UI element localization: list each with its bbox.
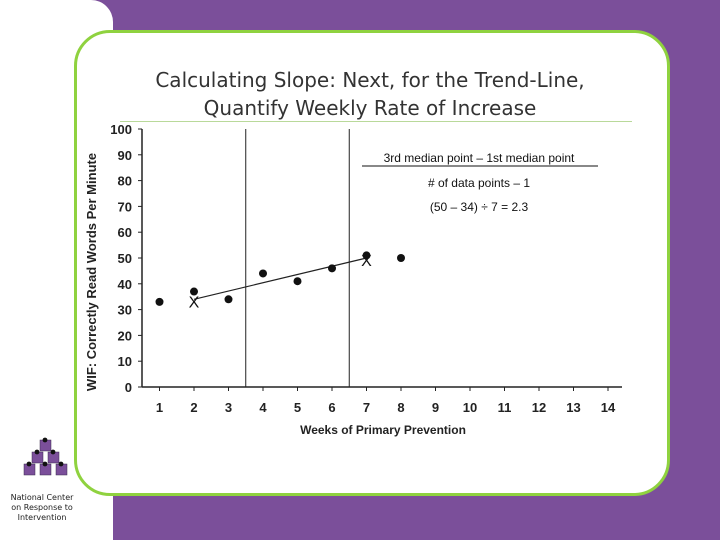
x-tick-label: 11 (498, 400, 512, 415)
x-tick-label: 13 (566, 400, 580, 415)
title-divider (120, 121, 632, 122)
data-point (224, 295, 233, 304)
y-tick-label: 40 (118, 277, 132, 292)
chart-axes (141, 129, 622, 388)
x-tick-label: 4 (259, 400, 267, 415)
y-tick-labels: 0 10 20 30 40 50 60 70 80 90 100 (110, 122, 142, 395)
x-tick-label: 14 (601, 400, 616, 415)
x-tick-label: 7 (363, 400, 370, 415)
y-tick-label: 70 (118, 199, 132, 214)
x-tick-labels: 1 2 3 4 5 6 7 8 9 10 11 12 13 14 (156, 387, 616, 415)
data-point (190, 287, 198, 296)
slide-title: Calculating Slope: Next, for the Trend-L… (155, 68, 585, 120)
slope-denominator: # of data points – 1 (428, 176, 530, 190)
median-x-marker: X (189, 294, 200, 311)
data-points (155, 251, 405, 306)
x-tick-label: 6 (328, 400, 335, 415)
x-tick-label: 10 (463, 400, 477, 415)
y-tick-label: 10 (118, 354, 132, 369)
x-tick-label: 3 (225, 400, 232, 415)
median-markers: XX (189, 253, 373, 311)
x-axis-title: Weeks of Primary Prevention (300, 423, 466, 437)
phase-lines (245, 129, 350, 387)
y-tick-label: 90 (118, 148, 132, 163)
content-card (74, 30, 670, 496)
y-tick-label: 20 (118, 328, 132, 343)
x-tick-label: 9 (432, 400, 439, 415)
data-point (293, 277, 302, 286)
trend-line-group (193, 257, 367, 300)
y-tick-label: 0 (125, 380, 132, 395)
x-tick-label: 12 (532, 400, 546, 415)
y-tick-label: 60 (118, 225, 132, 240)
data-point (259, 269, 267, 278)
y-tick-label: 50 (118, 251, 132, 266)
data-point (397, 254, 405, 262)
y-tick-label: 100 (110, 122, 132, 137)
x-tick-label: 8 (397, 400, 404, 415)
data-point (328, 264, 336, 273)
median-x-marker: X (361, 253, 372, 270)
logo-text: National Center on Response to Intervent… (10, 493, 74, 522)
x-tick-label: 2 (190, 400, 197, 415)
data-point (155, 297, 164, 306)
y-axis-title: WIF: Correctly Read Words Per Minute (84, 153, 99, 391)
data-point (362, 251, 371, 260)
x-tick-label: 1 (156, 400, 163, 415)
slope-numerator: 3rd median point – 1st median point (384, 151, 575, 165)
cube-pyramid-icon (23, 437, 68, 476)
y-tick-label: 80 (118, 174, 132, 189)
y-tick-label: 30 (118, 303, 132, 318)
slope-result: (50 – 34) ÷ 7 = 2.3 (430, 200, 529, 214)
x-tick-label: 5 (294, 400, 301, 415)
trend-line (193, 257, 367, 300)
